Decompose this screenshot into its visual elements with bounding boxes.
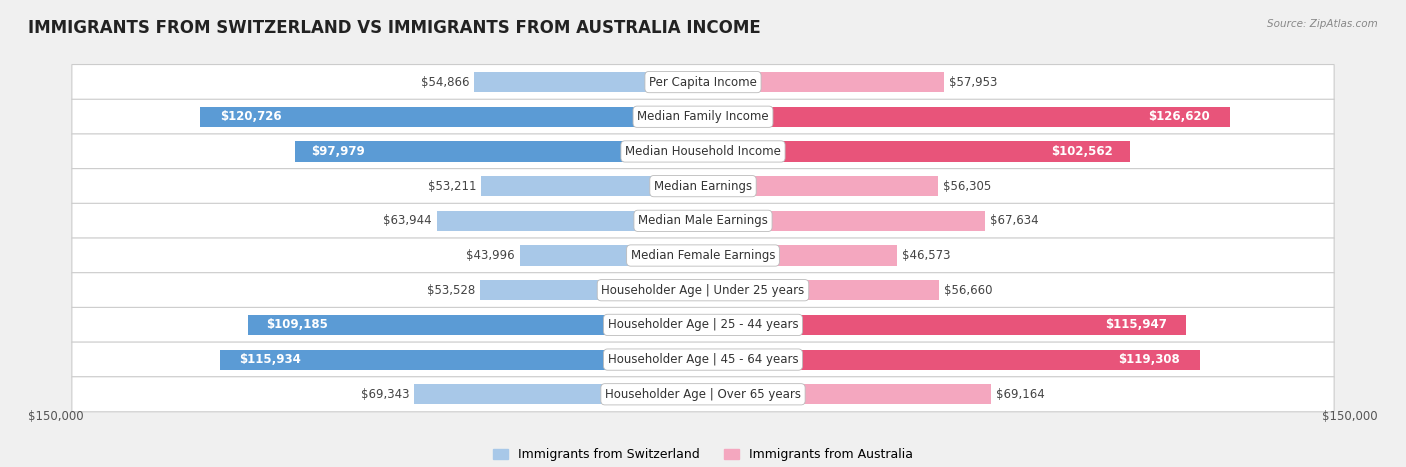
Legend: Immigrants from Switzerland, Immigrants from Australia: Immigrants from Switzerland, Immigrants … — [492, 448, 914, 461]
Text: Median Male Earnings: Median Male Earnings — [638, 214, 768, 227]
Bar — [703, 72, 945, 92]
Text: $56,305: $56,305 — [942, 180, 991, 192]
Text: $67,634: $67,634 — [990, 214, 1039, 227]
Text: $97,979: $97,979 — [311, 145, 366, 158]
Text: $109,185: $109,185 — [266, 318, 328, 332]
Text: Householder Age | 25 - 44 years: Householder Age | 25 - 44 years — [607, 318, 799, 332]
Text: $69,164: $69,164 — [995, 388, 1045, 401]
Text: Householder Age | Over 65 years: Householder Age | Over 65 years — [605, 388, 801, 401]
Text: $63,944: $63,944 — [382, 214, 432, 227]
Text: Per Capita Income: Per Capita Income — [650, 76, 756, 89]
Bar — [703, 142, 1130, 162]
Text: $150,000: $150,000 — [1322, 410, 1378, 423]
FancyBboxPatch shape — [72, 203, 1334, 238]
Text: Median Family Income: Median Family Income — [637, 110, 769, 123]
Text: $57,953: $57,953 — [949, 76, 998, 89]
Text: $115,934: $115,934 — [239, 353, 301, 366]
Bar — [415, 384, 703, 404]
FancyBboxPatch shape — [72, 377, 1334, 412]
Bar — [200, 106, 703, 127]
FancyBboxPatch shape — [72, 169, 1334, 204]
Bar — [703, 280, 939, 300]
Text: $56,660: $56,660 — [943, 284, 993, 297]
Text: Median Earnings: Median Earnings — [654, 180, 752, 192]
Text: $126,620: $126,620 — [1147, 110, 1209, 123]
Text: $115,947: $115,947 — [1105, 318, 1167, 332]
Bar — [479, 280, 703, 300]
Bar — [703, 315, 1187, 335]
Text: $43,996: $43,996 — [467, 249, 515, 262]
Text: $54,866: $54,866 — [420, 76, 470, 89]
Text: Householder Age | Under 25 years: Householder Age | Under 25 years — [602, 284, 804, 297]
FancyBboxPatch shape — [72, 342, 1334, 377]
FancyBboxPatch shape — [72, 134, 1334, 169]
Bar — [520, 246, 703, 266]
Bar — [219, 349, 703, 370]
Text: Median Household Income: Median Household Income — [626, 145, 780, 158]
Text: $120,726: $120,726 — [221, 110, 281, 123]
Bar — [703, 176, 938, 196]
Bar — [481, 176, 703, 196]
Bar — [703, 211, 984, 231]
Text: $46,573: $46,573 — [903, 249, 950, 262]
Text: Source: ZipAtlas.com: Source: ZipAtlas.com — [1267, 19, 1378, 28]
Text: $69,343: $69,343 — [360, 388, 409, 401]
Text: $102,562: $102,562 — [1052, 145, 1114, 158]
FancyBboxPatch shape — [72, 64, 1334, 99]
Bar — [703, 106, 1230, 127]
Text: $119,308: $119,308 — [1118, 353, 1180, 366]
FancyBboxPatch shape — [72, 238, 1334, 273]
Text: $150,000: $150,000 — [28, 410, 84, 423]
Bar — [703, 246, 897, 266]
Text: $53,211: $53,211 — [427, 180, 477, 192]
FancyBboxPatch shape — [72, 307, 1334, 342]
Text: $53,528: $53,528 — [427, 284, 475, 297]
Bar — [437, 211, 703, 231]
Text: Median Female Earnings: Median Female Earnings — [631, 249, 775, 262]
Bar — [474, 72, 703, 92]
Bar — [247, 315, 703, 335]
Bar — [703, 384, 991, 404]
Text: IMMIGRANTS FROM SWITZERLAND VS IMMIGRANTS FROM AUSTRALIA INCOME: IMMIGRANTS FROM SWITZERLAND VS IMMIGRANT… — [28, 19, 761, 37]
Bar — [295, 142, 703, 162]
FancyBboxPatch shape — [72, 99, 1334, 134]
FancyBboxPatch shape — [72, 273, 1334, 308]
Text: Householder Age | 45 - 64 years: Householder Age | 45 - 64 years — [607, 353, 799, 366]
Bar — [703, 349, 1201, 370]
